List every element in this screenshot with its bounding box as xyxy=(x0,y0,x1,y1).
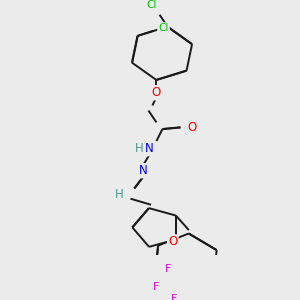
Text: O: O xyxy=(188,121,197,134)
Text: N: N xyxy=(145,142,154,155)
Text: F: F xyxy=(152,282,159,292)
Text: Cl: Cl xyxy=(146,0,157,11)
Text: O: O xyxy=(168,236,178,248)
Text: Cl: Cl xyxy=(158,23,169,33)
Text: F: F xyxy=(170,294,177,300)
Text: N: N xyxy=(139,164,148,177)
Text: O: O xyxy=(152,86,161,99)
Text: H: H xyxy=(135,142,144,155)
Text: F: F xyxy=(164,263,171,274)
Text: H: H xyxy=(115,188,124,201)
